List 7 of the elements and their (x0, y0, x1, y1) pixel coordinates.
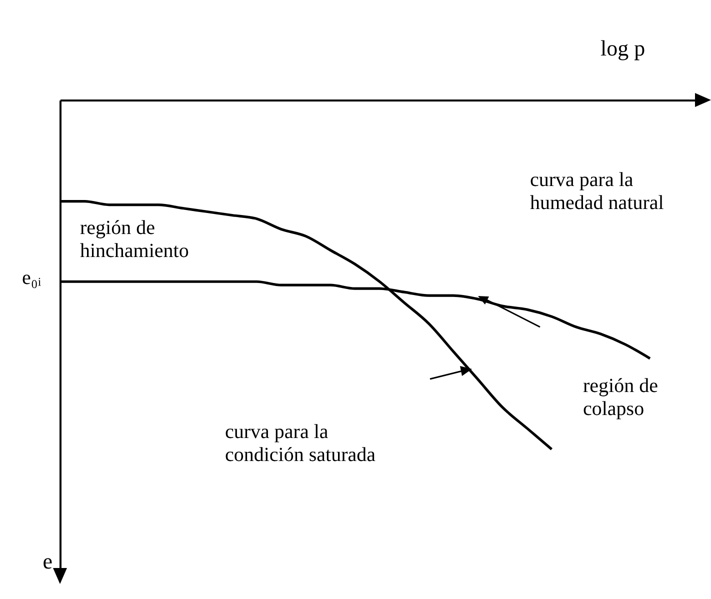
annotation: región de hinchamiento (80, 217, 189, 262)
annotation: región de colapso (583, 375, 658, 420)
annotation: curva para la condición saturada (225, 421, 376, 466)
y-axis-title: e (42, 548, 52, 574)
text: e₀ᵢ (22, 267, 42, 289)
annotation: curva para la humedad natural (530, 169, 664, 214)
x-axis-title: log p (600, 36, 646, 60)
